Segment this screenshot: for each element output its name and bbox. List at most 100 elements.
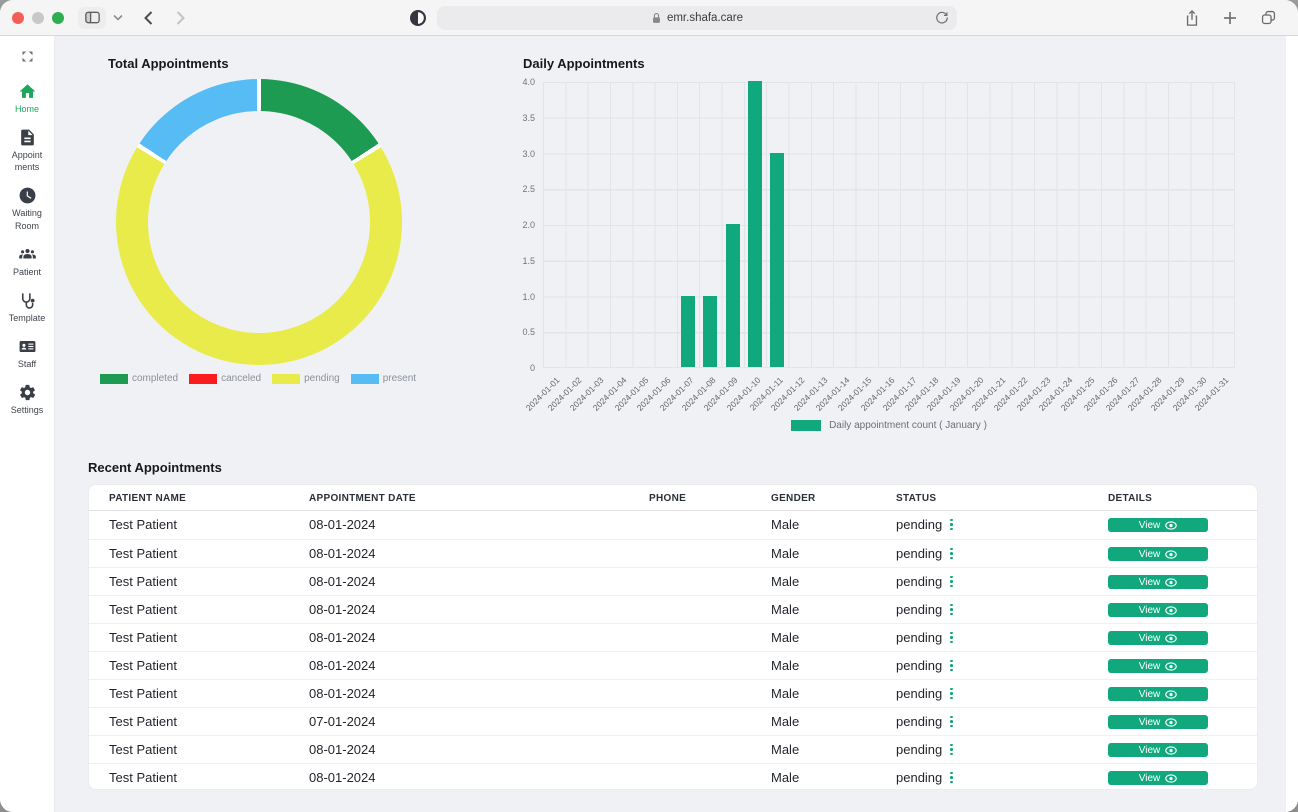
- extension-icon[interactable]: [409, 9, 427, 27]
- cell-appointment-date: 07-01-2024: [309, 714, 376, 729]
- cell-details: View: [1108, 687, 1208, 701]
- back-button[interactable]: [134, 7, 162, 29]
- view-button[interactable]: View: [1108, 659, 1208, 673]
- patient-icon: [18, 248, 36, 259]
- share-icon: [1186, 9, 1198, 26]
- minimize-window-button[interactable]: [32, 11, 44, 24]
- view-button[interactable]: View: [1108, 631, 1208, 645]
- bar-2024-01-11: [770, 152, 785, 367]
- sidebar-item-staff[interactable]: Staff: [0, 337, 54, 370]
- cell-patient-name: Test Patient: [109, 517, 177, 532]
- maximize-window-button[interactable]: [52, 11, 64, 24]
- status-menu-kebab-icon[interactable]: [947, 575, 956, 589]
- bar-chart-legend[interactable]: Daily appointment count ( January ): [543, 420, 1235, 431]
- address-bar[interactable]: emr.shafa.care: [437, 5, 957, 30]
- eye-icon: [1165, 577, 1177, 587]
- status-menu-kebab-icon[interactable]: [947, 687, 956, 701]
- view-button[interactable]: View: [1108, 743, 1208, 757]
- legend-label: pending: [304, 373, 340, 384]
- tab-overview-button[interactable]: [1254, 7, 1282, 29]
- donut-legend-item-canceled[interactable]: canceled: [189, 373, 261, 384]
- status-menu-kebab-icon[interactable]: [947, 659, 956, 673]
- sidebar-expand-button[interactable]: [20, 49, 35, 69]
- view-button[interactable]: View: [1108, 547, 1208, 561]
- cell-appointment-date: 08-01-2024: [309, 602, 376, 617]
- cell-patient-name: Test Patient: [109, 602, 177, 617]
- donut-legend-item-pending[interactable]: pending: [272, 373, 340, 384]
- legend-swatch: [272, 373, 301, 384]
- table-row: Test Patient 08-01-2024 Male pending View: [89, 763, 1257, 791]
- y-axis-tick: 2.0: [522, 220, 535, 230]
- status-menu-kebab-icon[interactable]: [947, 547, 956, 561]
- col-details: DETAILS: [1108, 493, 1153, 504]
- view-button[interactable]: View: [1108, 575, 1208, 589]
- sidebar-item-label: Staff: [17, 358, 37, 369]
- legend-swatch: [99, 373, 128, 384]
- status-menu-kebab-icon[interactable]: [947, 603, 956, 617]
- view-button[interactable]: View: [1108, 518, 1208, 532]
- plus-icon: [1224, 11, 1236, 24]
- y-axis-tick: 0: [529, 363, 535, 373]
- expand-icon: [22, 51, 32, 62]
- cell-details: View: [1108, 631, 1208, 645]
- table-row: Test Patient 08-01-2024 Male pending View: [89, 623, 1257, 651]
- cell-details: View: [1108, 743, 1208, 757]
- total-appointments-doughnut-chart: [116, 79, 402, 365]
- dashboard: Total Appointments completed canceled pend…: [55, 36, 1298, 812]
- traffic-lights: [12, 11, 64, 24]
- view-button[interactable]: View: [1108, 687, 1208, 701]
- cell-details: View: [1108, 547, 1208, 561]
- eye-icon: [1165, 633, 1177, 643]
- reload-icon[interactable]: [935, 10, 949, 25]
- cell-details: View: [1108, 575, 1208, 589]
- forward-button[interactable]: [166, 7, 194, 29]
- status-menu-kebab-icon[interactable]: [947, 771, 956, 785]
- col-patient-name: PATIENT NAME: [109, 493, 187, 504]
- back-chevron-icon: [143, 10, 152, 25]
- status-menu-kebab-icon[interactable]: [947, 518, 956, 532]
- view-button[interactable]: View: [1108, 771, 1208, 785]
- cell-gender: Male: [771, 686, 800, 701]
- template-icon: [21, 293, 35, 309]
- status-menu-kebab-icon[interactable]: [947, 715, 956, 729]
- cell-appointment-date: 08-01-2024: [309, 770, 376, 785]
- y-axis-tick: 0.5: [522, 327, 535, 338]
- col-appointment-date: APPOINTMENT DATE: [309, 493, 416, 504]
- y-axis-tick: 4.0: [522, 77, 535, 87]
- y-axis-tick: 3.0: [522, 148, 535, 159]
- legend-swatch: [350, 373, 379, 384]
- legend-label: canceled: [221, 373, 262, 384]
- sidebar-item-label: Settings: [10, 405, 44, 416]
- close-window-button[interactable]: [12, 11, 24, 24]
- donut-legend-item-present[interactable]: present: [350, 373, 417, 384]
- cell-appointment-date: 08-01-2024: [309, 658, 376, 673]
- y-axis-tick: 2.5: [522, 184, 535, 195]
- legend-label: present: [382, 373, 417, 384]
- url-area: emr.shafa.care: [198, 5, 1168, 30]
- legend-label: completed: [131, 373, 179, 384]
- bar-legend-label: Daily appointment count ( January ): [829, 420, 987, 431]
- sidebar-menu-chevron[interactable]: [110, 8, 126, 28]
- view-button[interactable]: View: [1108, 603, 1208, 617]
- donut-legend-item-completed[interactable]: completed: [99, 373, 179, 384]
- share-button[interactable]: [1178, 7, 1206, 29]
- sidebar-item-template[interactable]: Template: [0, 291, 54, 324]
- status-menu-kebab-icon[interactable]: [947, 631, 956, 645]
- sidebar-item-home[interactable]: Home: [0, 82, 54, 115]
- sidebar-item-label: Appoint ments: [11, 150, 43, 173]
- cell-patient-name: Test Patient: [109, 574, 177, 589]
- sidebar-item-settings[interactable]: Settings: [0, 383, 54, 416]
- cell-gender: Male: [771, 517, 800, 532]
- sidebar-item-appointments[interactable]: Appoint ments: [0, 128, 54, 173]
- new-tab-button[interactable]: [1216, 7, 1244, 29]
- cell-details: View: [1108, 603, 1208, 617]
- sidebar-item-waiting[interactable]: Waiting Room: [0, 186, 54, 231]
- view-button[interactable]: View: [1108, 715, 1208, 729]
- status-menu-kebab-icon[interactable]: [947, 743, 956, 757]
- cell-appointment-date: 08-01-2024: [309, 574, 376, 589]
- toolbar-right-buttons: [1178, 7, 1286, 29]
- sidebar-toggle-button[interactable]: [78, 6, 106, 29]
- sidebar-item-patient[interactable]: Patient: [0, 245, 54, 278]
- table-row: Test Patient 08-01-2024 Male pending View: [89, 651, 1257, 679]
- cell-patient-name: Test Patient: [109, 630, 177, 645]
